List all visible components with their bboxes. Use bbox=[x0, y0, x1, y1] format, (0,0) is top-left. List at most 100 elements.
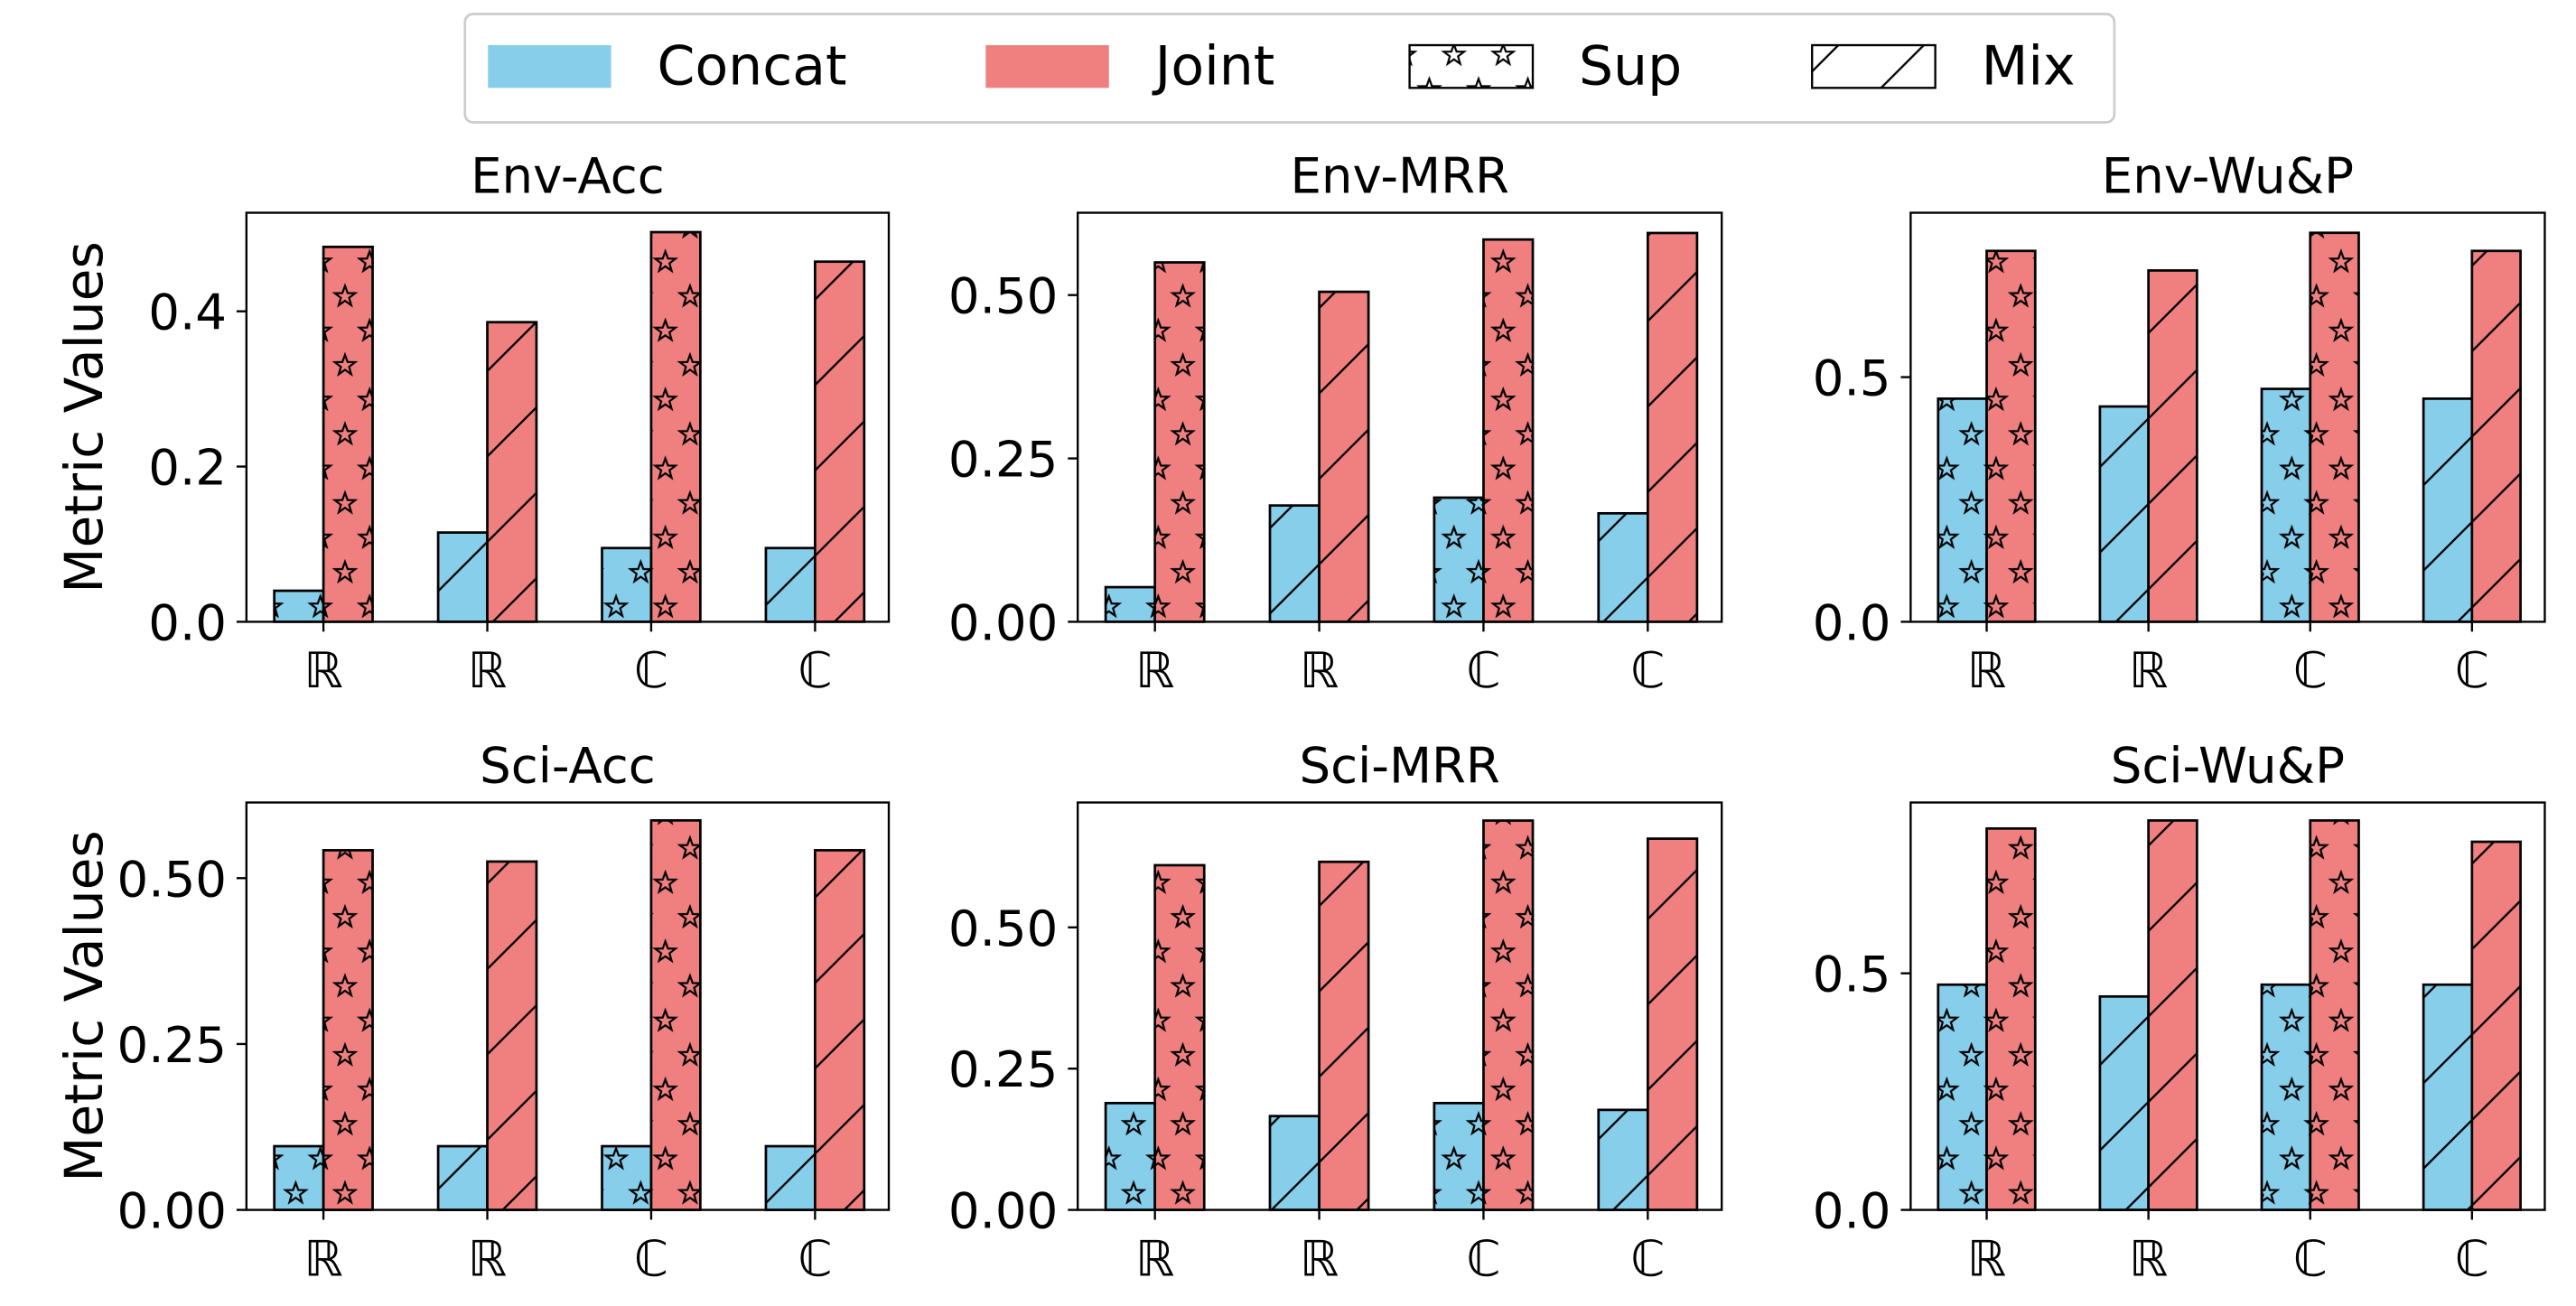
bar-concat-3 bbox=[764, 1144, 817, 1211]
bar-hatch bbox=[1269, 505, 1320, 622]
panel-env-acc: Env-Acc 0.0 0.2 0.4 ℝ ℝ ℂ ℂ Metric Values bbox=[53, 147, 891, 699]
y-tick-label: 0.00 bbox=[117, 1182, 227, 1240]
bar-hatch bbox=[2148, 820, 2198, 1210]
bar-hatch bbox=[274, 1146, 324, 1210]
bar-joint-2 bbox=[2309, 819, 2360, 1211]
bar-concat-0 bbox=[273, 589, 325, 623]
bar-joint-1 bbox=[486, 321, 538, 623]
legend-swatch bbox=[985, 45, 1109, 89]
bar-concat-1 bbox=[436, 1144, 489, 1211]
y-tick-label: 0.2 bbox=[148, 439, 227, 497]
bar-hatch bbox=[2310, 232, 2359, 622]
axes-frame bbox=[1077, 801, 1723, 1211]
bar-concat-1 bbox=[2098, 405, 2151, 623]
bar-hatch bbox=[650, 820, 701, 1210]
bar-joint-0 bbox=[1153, 261, 1206, 623]
legend-frame bbox=[463, 13, 2116, 124]
bar-joint-2 bbox=[2309, 231, 2360, 623]
y-tick-label: 0.0 bbox=[148, 593, 227, 651]
bar-hatch bbox=[1433, 497, 1484, 622]
bar-concat-2 bbox=[1433, 496, 1485, 623]
bar-joint-0 bbox=[322, 849, 374, 1211]
x-tick-label: ℝ bbox=[1300, 641, 1339, 699]
y-tick-label: 0.50 bbox=[948, 900, 1058, 957]
x-tick-label: ℂ bbox=[1466, 1229, 1500, 1287]
x-tick-label: ℂ bbox=[1630, 1229, 1665, 1287]
legend-label: Mix bbox=[1982, 35, 2076, 98]
bar-hatch bbox=[1483, 820, 1534, 1210]
x-tick-label: ℂ bbox=[2293, 641, 2328, 699]
bar-concat-2 bbox=[601, 1144, 653, 1211]
bar-concat-0 bbox=[1104, 585, 1157, 623]
legend-hatch bbox=[1409, 45, 1534, 89]
x-tick-label: ℝ bbox=[1967, 1229, 2006, 1287]
panel-env-wu-p: Env-Wu&P 0.0 0.5 ℝ ℝ ℂ ℂ bbox=[1813, 147, 2546, 699]
bar-joint-3 bbox=[2470, 249, 2522, 623]
bar-concat-3 bbox=[1597, 1108, 1649, 1211]
x-tick-label: ℝ bbox=[2129, 641, 2168, 699]
bar-hatch bbox=[1269, 1115, 1320, 1210]
panel-env-mrr: Env-MRR 0.00 0.25 0.50 ℝ ℝ ℂ ℂ bbox=[948, 147, 1723, 699]
y-tick-label: 0.5 bbox=[1813, 350, 1891, 407]
bar-concat-3 bbox=[2422, 397, 2474, 623]
bar-concat-3 bbox=[764, 546, 817, 623]
x-tick-label: ℝ bbox=[1135, 1229, 1174, 1287]
axes-frame bbox=[245, 801, 891, 1211]
bar-concat-3 bbox=[1597, 511, 1649, 623]
bar-joint-2 bbox=[1482, 819, 1535, 1211]
x-tick-label: ℝ bbox=[303, 641, 342, 699]
bar-concat-1 bbox=[1268, 504, 1321, 623]
x-tick-label: ℝ bbox=[1967, 641, 2006, 699]
y-tick-label: 0.00 bbox=[948, 1182, 1058, 1240]
legend-label: Joint bbox=[1152, 35, 1275, 98]
bar-joint-3 bbox=[814, 260, 866, 623]
legend-entry-sup: Sup bbox=[1408, 35, 1682, 98]
y-tick-label: 0.25 bbox=[948, 431, 1058, 489]
bar-hatch bbox=[487, 322, 537, 622]
x-tick-label: ℝ bbox=[468, 1229, 507, 1287]
bar-hatch bbox=[438, 532, 488, 622]
bar-hatch bbox=[1937, 984, 1987, 1210]
x-tick-label: ℂ bbox=[1630, 641, 1665, 699]
legend-label: Sup bbox=[1579, 35, 1682, 98]
y-tick-label: 0.50 bbox=[948, 267, 1058, 325]
bar-hatch bbox=[2423, 398, 2472, 622]
bar-hatch bbox=[765, 1146, 816, 1210]
bar-concat-2 bbox=[601, 546, 653, 623]
bar-concat-2 bbox=[1433, 1101, 1485, 1211]
panel-sci-acc: Sci-Acc 0.00 0.25 0.50 ℝ ℝ ℂ ℂ Metric Values bbox=[53, 737, 891, 1287]
bar-joint-3 bbox=[2470, 840, 2522, 1211]
bar-hatch bbox=[1319, 862, 1369, 1210]
bar-hatch bbox=[650, 232, 701, 622]
bar-hatch bbox=[765, 547, 816, 622]
x-tick-label: ℂ bbox=[1466, 641, 1500, 699]
bar-hatch bbox=[602, 547, 651, 622]
bar-joint-1 bbox=[2147, 819, 2198, 1211]
bar-hatch bbox=[2423, 984, 2472, 1210]
x-tick-label: ℂ bbox=[798, 1229, 832, 1287]
panel-title: Env-Acc bbox=[471, 147, 665, 205]
x-tick-label: ℝ bbox=[2129, 1229, 2168, 1287]
bar-joint-3 bbox=[1646, 837, 1699, 1211]
x-tick-label: ℝ bbox=[1135, 641, 1174, 699]
bar-joint-1 bbox=[2147, 269, 2198, 623]
y-tick-label: 0.0 bbox=[1813, 593, 1891, 651]
x-tick-label: ℂ bbox=[2455, 641, 2489, 699]
bar-joint-1 bbox=[486, 860, 538, 1211]
bar-concat-3 bbox=[2422, 983, 2474, 1211]
bar-joint-0 bbox=[322, 245, 374, 623]
bar-hatch bbox=[2262, 984, 2310, 1210]
legend-entry-joint: Joint bbox=[985, 35, 1274, 98]
bar-joint-1 bbox=[1318, 860, 1370, 1211]
bar-concat-0 bbox=[1104, 1101, 1157, 1211]
bar-hatch bbox=[487, 861, 537, 1210]
bar-hatch bbox=[1647, 232, 1697, 622]
legend-label: Concat bbox=[658, 35, 847, 98]
bar-joint-2 bbox=[649, 230, 702, 623]
panel-title: Sci-MRR bbox=[1300, 737, 1500, 795]
bar-hatch bbox=[2148, 270, 2198, 622]
bar-joint-0 bbox=[1153, 863, 1206, 1211]
bar-concat-0 bbox=[273, 1144, 325, 1211]
bar-joint-0 bbox=[1985, 826, 2037, 1211]
panel-title: Sci-Wu&P bbox=[2111, 737, 2345, 795]
